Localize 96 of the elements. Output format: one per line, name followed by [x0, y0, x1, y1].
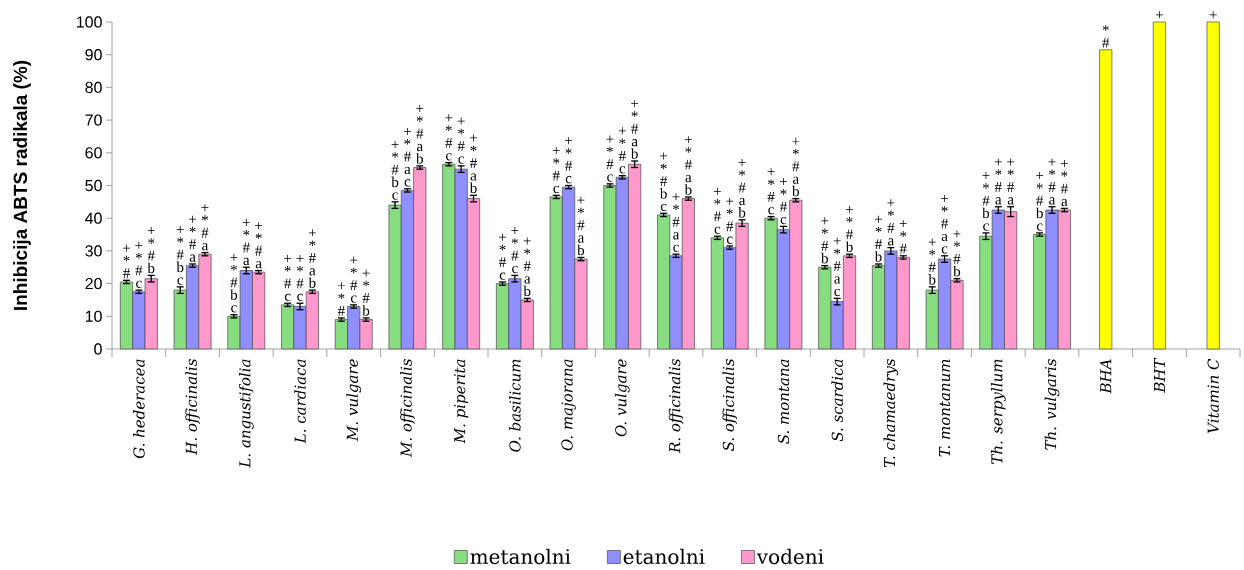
data-label: + * # c	[350, 256, 358, 303]
x-tick-label: L. angustifolia	[238, 359, 254, 468]
bar	[1099, 49, 1113, 350]
x-tick-label: O. majorana	[561, 359, 576, 451]
data-label: + * # c	[135, 241, 143, 288]
data-label: + * # b c	[982, 172, 990, 231]
data-label: + * # a	[201, 204, 209, 251]
data-label: + * # a b	[469, 134, 477, 194]
data-label: + * # a	[994, 158, 1002, 205]
data-label: + * # a	[1007, 158, 1015, 205]
x-tick-label: M. piperita	[454, 359, 469, 444]
data-label: + * # c	[457, 117, 465, 164]
data-label: + * #	[337, 282, 345, 316]
x-tick-label: S. montana	[777, 359, 790, 444]
x-tick-label: H. officinalis	[185, 359, 200, 455]
data-label: + * # a b	[577, 196, 585, 256]
data-label: + * # a b	[308, 229, 316, 288]
data-label: + * # b	[874, 215, 882, 262]
data-label: + * # a b	[738, 159, 746, 218]
data-label: * #	[1102, 25, 1110, 48]
x-tick-label: T. chamaedrys	[883, 359, 899, 468]
x-tick-label: Th. vulgaris	[1044, 359, 1060, 450]
y-tick-label: 100	[77, 16, 102, 28]
data-label: + * # a	[255, 222, 263, 269]
y-axis-title: Inhibicija ABTS radikala (%)	[13, 60, 31, 310]
x-tick-label: L. cardiaca	[294, 359, 306, 444]
y-tick-label: 20	[85, 277, 102, 290]
legend-label: metanolni	[470, 548, 571, 565]
x-tick-label: O. basilicum	[509, 359, 521, 452]
data-label: + * # b	[845, 205, 853, 252]
data-label: + * # c	[726, 197, 734, 244]
data-label: + * # c	[284, 254, 292, 302]
data-label: + * # b	[147, 227, 155, 274]
data-label: +	[1155, 11, 1163, 19]
y-tick-label: 80	[85, 81, 102, 94]
data-label: + * # a	[1060, 160, 1068, 207]
x-tick-label: S. officinalis	[722, 359, 737, 451]
legend-label: etanolni	[623, 548, 705, 565]
y-tick-label: 50	[85, 179, 102, 192]
x-tick-label: O. vulgare	[614, 359, 630, 437]
x-tick-label: G. hederacea	[133, 359, 145, 459]
data-label: + * # a b	[523, 237, 531, 297]
data-label: + * # b	[928, 238, 936, 285]
data-label: + * # a b	[416, 105, 424, 164]
data-label: + * # c	[618, 127, 626, 174]
y-tick-label: 0	[94, 343, 102, 355]
data-label: + * # b c	[391, 141, 399, 200]
x-tick-label: R. officinalis	[668, 359, 684, 454]
data-label: + * # a b	[630, 100, 639, 159]
data-label: + * # c	[552, 146, 560, 194]
legend-label: vodeni	[756, 548, 824, 565]
bar	[1152, 21, 1166, 350]
x-tick-label: T. montanum	[939, 359, 951, 457]
x-tick-label: S. scardica	[831, 359, 843, 442]
y-tick-label: 30	[85, 245, 102, 257]
data-label: + * # b c	[659, 152, 668, 212]
data-label: + * # c	[445, 114, 453, 161]
data-label: + * # b c	[176, 226, 184, 285]
data-label: + * # a	[887, 199, 895, 246]
data-label: + * # b c	[230, 253, 238, 313]
data-label: + * # a c	[833, 237, 841, 297]
data-label: + * #	[123, 244, 130, 279]
data-label: + * # a	[189, 215, 197, 262]
data-label: + * # c	[767, 168, 775, 215]
data-label: + * # c	[606, 135, 614, 182]
x-tick-label: M. officinalis	[400, 359, 415, 458]
data-label: + * # c	[499, 233, 506, 280]
data-label: + * # a b	[792, 137, 800, 197]
y-tick-label: 10	[85, 310, 102, 322]
data-label: + * #	[899, 220, 907, 254]
y-tick-label: 70	[85, 114, 102, 126]
data-label: + * # a c	[403, 127, 411, 187]
x-tick-label: Vitamin C	[1207, 358, 1219, 434]
x-tick-label: BHT	[1153, 357, 1165, 393]
data-label: + * # c	[511, 227, 519, 274]
x-tick-label: BHA	[1100, 359, 1112, 394]
data-label: + * # c	[779, 178, 787, 225]
data-label: + * # b	[953, 230, 961, 277]
data-label: + * # b	[362, 269, 370, 316]
data-label: + * # a c	[672, 193, 680, 252]
data-label: + * # b	[821, 217, 829, 264]
y-tick-label: 60	[85, 147, 102, 159]
data-label: + * # c	[296, 254, 304, 302]
data-label: + * # a	[242, 218, 250, 266]
data-label: + * # c	[565, 137, 573, 184]
x-tick-label: Th. serpyllum	[990, 359, 1006, 464]
x-tick-label: M. vulgare	[346, 359, 362, 442]
y-tick-label: 40	[85, 212, 102, 224]
data-label: + * # c	[713, 187, 721, 234]
data-label: +	[1209, 11, 1217, 19]
data-label: + * # a c	[941, 194, 949, 254]
data-label: + * # a b	[684, 136, 692, 195]
bar	[1206, 21, 1220, 350]
data-label: + * # a	[1048, 158, 1056, 205]
y-tick-label: 90	[85, 49, 102, 61]
data-label: + * # b c	[1035, 172, 1044, 231]
